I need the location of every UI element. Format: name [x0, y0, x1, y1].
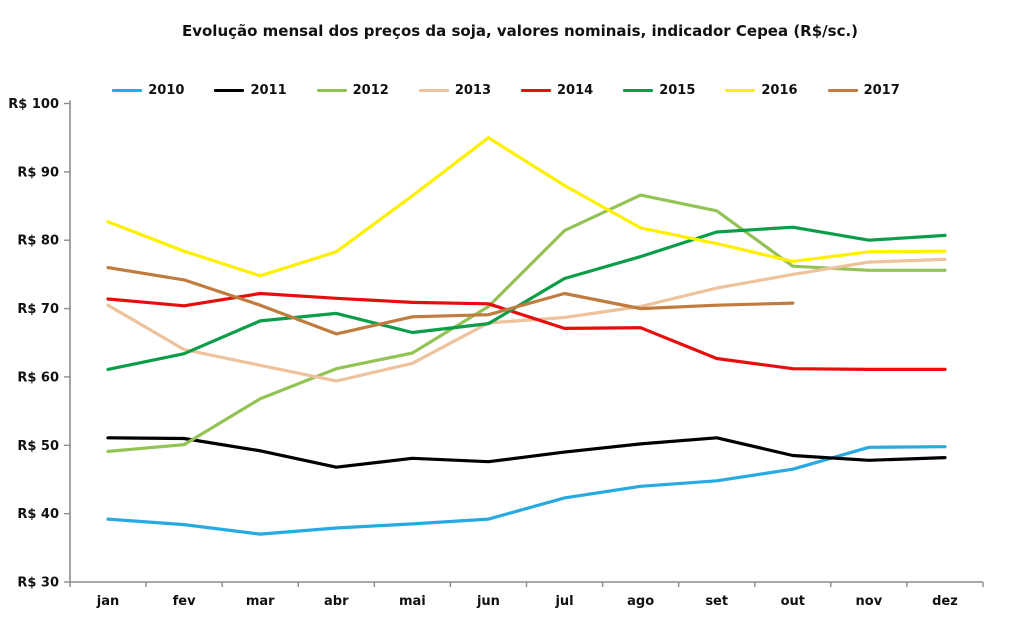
legend-swatch-2010 — [112, 88, 143, 93]
series-line-2015 — [106, 225, 947, 371]
y-tick-label: R$ 70 — [17, 302, 59, 317]
legend-label-2016: 2016 — [761, 83, 798, 98]
legend-item-2013: 2013 — [418, 83, 491, 98]
legend-label-2011: 2011 — [250, 83, 287, 98]
x-category-label: out — [781, 594, 805, 609]
series-line-2016 — [106, 136, 947, 278]
legend-label-2017: 2017 — [863, 83, 900, 98]
legend-item-2015: 2015 — [623, 84, 695, 97]
legend-item-2014: 2014 — [521, 84, 593, 97]
series-line-2011 — [106, 436, 947, 469]
y-tick-label: R$ 40 — [17, 507, 59, 522]
series-line-2013 — [106, 257, 947, 383]
legend-item-2010: 2010 — [112, 84, 184, 97]
x-category-label: jan — [96, 594, 119, 609]
y-tick-label: R$ 50 — [17, 439, 59, 454]
y-tick-label: R$ 30 — [17, 576, 59, 591]
y-tick-label: R$ 80 — [17, 234, 59, 249]
x-category-label: nov — [856, 594, 883, 609]
legend-swatch-2016 — [725, 88, 756, 93]
series-line-2014 — [106, 291, 947, 371]
x-category-label: jul — [554, 594, 573, 609]
legend-label-2010: 2010 — [148, 83, 185, 98]
legend-item-2016: 2016 — [725, 83, 798, 98]
legend-swatch-2017 — [827, 88, 858, 93]
series-line-2012 — [106, 193, 947, 453]
legend-swatch-2013 — [418, 88, 449, 93]
x-category-label: mai — [399, 594, 426, 609]
x-category-label: dez — [932, 594, 958, 609]
y-tick-label: R$ 100 — [8, 97, 59, 112]
chart-legend: 2010 2011 2012 2013 2014 2015 2016 2017 — [0, 84, 1012, 97]
x-category-label: abr — [324, 594, 349, 609]
x-category-label: ago — [627, 594, 654, 609]
y-tick-label: R$ 60 — [17, 370, 59, 385]
legend-item-2012: 2012 — [316, 83, 389, 98]
x-category-label: fev — [173, 594, 196, 609]
legend-label-2015: 2015 — [659, 83, 696, 98]
x-category-label: jun — [476, 594, 500, 609]
legend-label-2014: 2014 — [557, 83, 594, 98]
legend-swatch-2014 — [521, 88, 551, 93]
chart-title: Evolução mensal dos preços da soja, valo… — [181, 22, 859, 40]
y-tick-label: R$ 90 — [17, 165, 59, 180]
legend-swatch-2015 — [623, 88, 654, 93]
legend-swatch-2012 — [316, 88, 347, 93]
series-line-2010 — [106, 445, 947, 536]
x-category-label: mar — [246, 594, 275, 609]
legend-item-2011: 2011 — [214, 83, 287, 98]
legend-item-2017: 2017 — [827, 83, 900, 98]
legend-label-2012: 2012 — [352, 83, 389, 98]
legend-swatch-2011 — [214, 88, 245, 93]
series-line-2017 — [106, 266, 795, 336]
legend-label-2013: 2013 — [454, 83, 491, 98]
x-category-label: set — [705, 594, 728, 609]
